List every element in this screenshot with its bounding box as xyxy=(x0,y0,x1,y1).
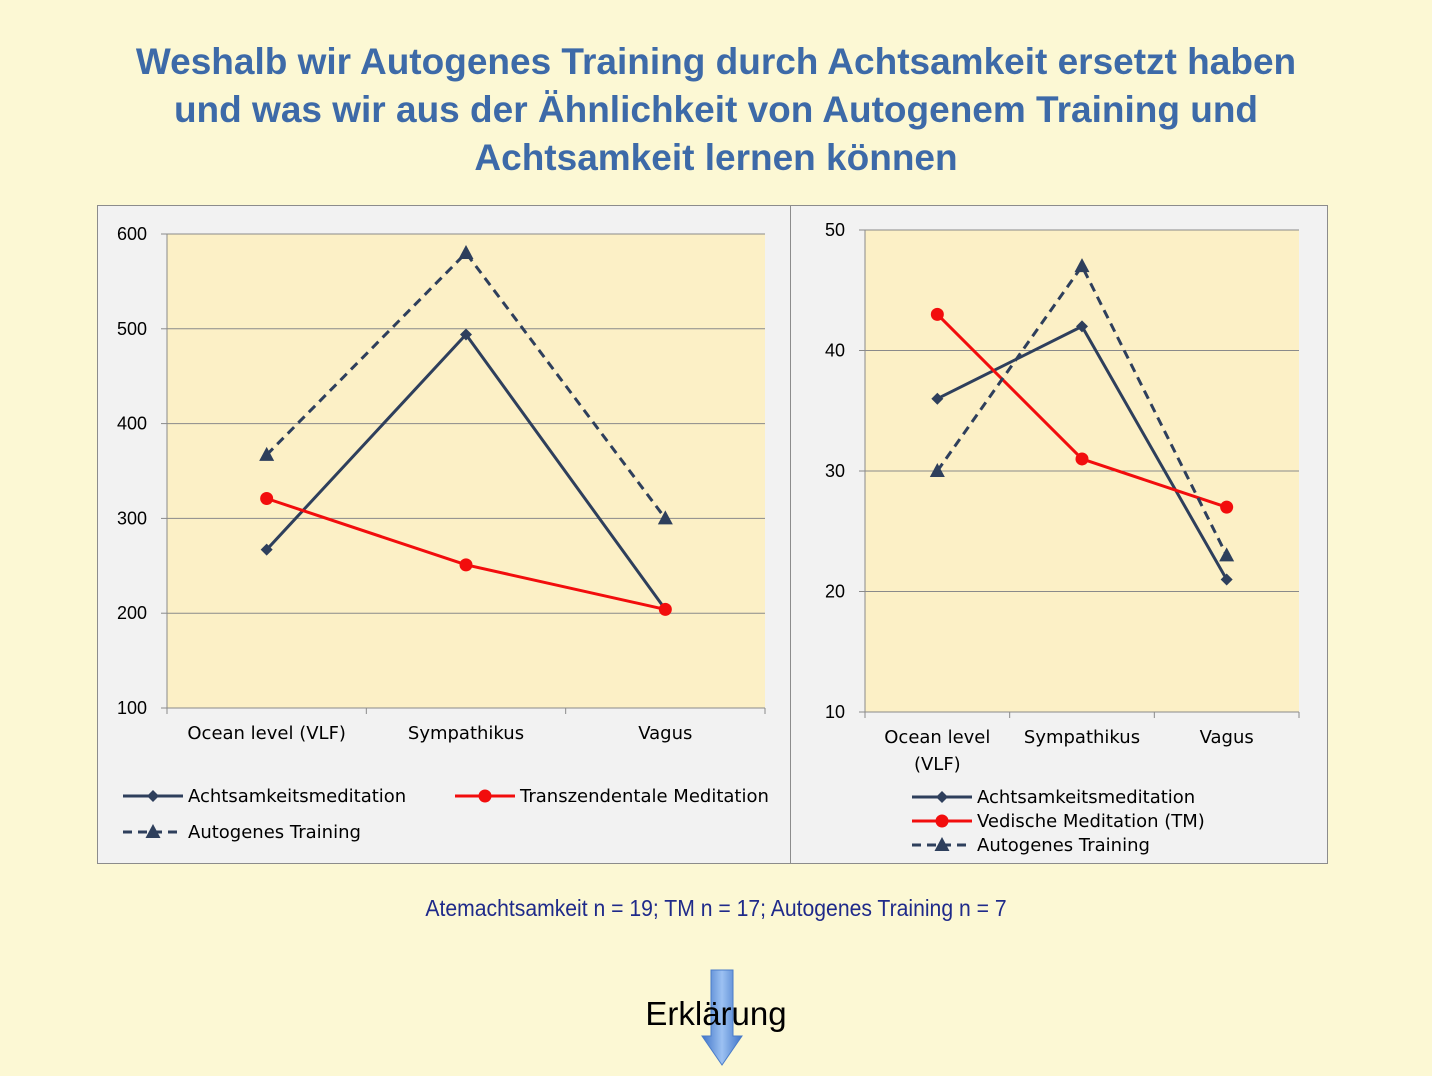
data-point xyxy=(657,510,673,525)
data-point xyxy=(1076,320,1088,333)
y-tick-label: 10 xyxy=(825,702,845,722)
legend-label: Autogenes Training xyxy=(977,835,1150,856)
sample-size-note: Atemachtsamkeit n = 19; TM n = 17; Autog… xyxy=(425,895,1007,921)
data-point xyxy=(260,491,274,505)
plot-area xyxy=(167,234,765,708)
y-tick-label: 50 xyxy=(825,220,845,240)
x-category-label: Ocean level (VLF) xyxy=(187,723,346,744)
legend-marker xyxy=(936,791,948,803)
data-point xyxy=(1220,573,1233,586)
chart-left: 100 200 300 400 500 600 Ocean level (VLF) Sympa… xyxy=(117,224,769,843)
explain-label[interactable]: Erklärung xyxy=(645,995,787,1032)
data-point xyxy=(930,307,944,321)
y-tick-label: 30 xyxy=(825,461,845,481)
legend-marker xyxy=(934,837,950,851)
x-category-label: Ocean level xyxy=(884,727,990,748)
legend-label: Achtsamkeitsmeditation xyxy=(188,786,406,807)
down-arrow-icon[interactable] xyxy=(700,968,744,1068)
data-point xyxy=(260,543,273,556)
title-line-1: Weshalb wir Autogenes Training durch Ach… xyxy=(135,41,1297,82)
y-tick-label: 100 xyxy=(117,698,147,718)
y-tick-label: 300 xyxy=(117,508,147,528)
series-line xyxy=(936,263,1229,557)
x-category-label: (VLF) xyxy=(914,754,961,775)
title-line-3: Achtsamkeit lernen können xyxy=(474,137,958,178)
data-point xyxy=(931,392,944,405)
data-point xyxy=(1074,258,1090,273)
y-tick-label: 200 xyxy=(117,603,147,623)
legend-label: Vedische Meditation (TM) xyxy=(977,811,1205,832)
data-point xyxy=(1219,547,1235,562)
x-category-label: Vagus xyxy=(1200,727,1254,748)
data-point xyxy=(459,558,473,572)
title-line-2: und was wir aus der Ähnlichkeit von Auto… xyxy=(173,89,1259,130)
legend-label: Transzendentale Meditation xyxy=(519,786,769,807)
charts-frame: 100 200 300 400 500 600 Ocean level (VLF) Sympa… xyxy=(97,205,1328,864)
data-point xyxy=(460,328,472,341)
x-category-label: Sympathikus xyxy=(408,723,524,744)
series-line xyxy=(265,250,667,520)
data-point xyxy=(1220,500,1234,514)
y-tick-label: 500 xyxy=(117,319,147,339)
legend-marker xyxy=(145,824,161,838)
legend-marker xyxy=(147,790,159,802)
data-point xyxy=(929,463,945,477)
legend-label: Achtsamkeitsmeditation xyxy=(977,787,1195,808)
y-tick-label: 20 xyxy=(825,582,845,602)
chart-divider xyxy=(790,206,791,863)
x-category-label: Sympathikus xyxy=(1024,727,1140,748)
chart-right: 10 20 30 40 50 Ocean level (VLF) Sympathikus Vag… xyxy=(825,220,1300,856)
legend-marker xyxy=(478,789,492,803)
data-point xyxy=(259,446,275,461)
data-point xyxy=(1075,452,1089,466)
y-tick-label: 40 xyxy=(825,341,845,361)
slide-title: Weshalb wir Autogenes Training durch Ach… xyxy=(40,38,1392,182)
x-category-label: Vagus xyxy=(638,723,692,744)
legend-marker xyxy=(935,814,949,828)
data-point xyxy=(458,244,474,259)
y-tick-label: 600 xyxy=(117,224,147,244)
y-tick-label: 400 xyxy=(117,414,147,434)
legend-label: Autogenes Training xyxy=(188,822,361,843)
data-point xyxy=(658,602,672,616)
